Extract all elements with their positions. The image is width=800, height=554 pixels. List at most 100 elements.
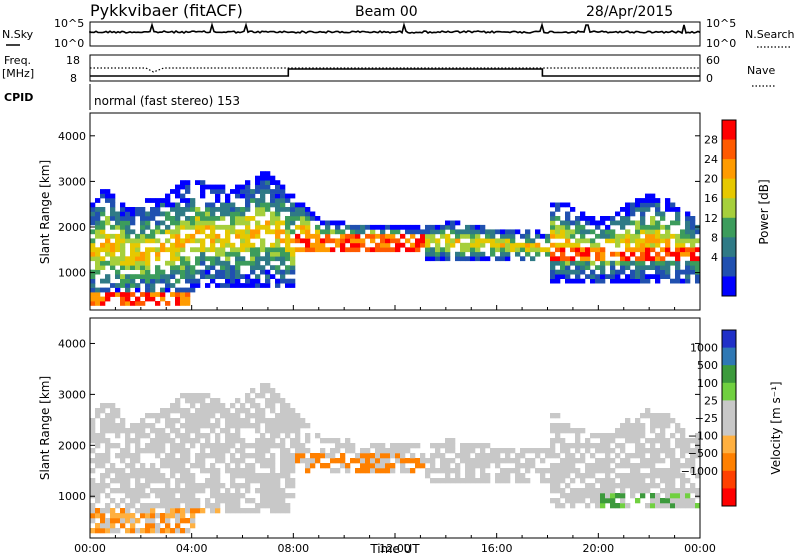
heatmap-cell [635,224,641,230]
heatmap-cell [645,224,651,230]
heatmap-cell [185,483,191,489]
heatmap-cell [235,398,241,404]
heatmap-cell [270,193,276,199]
heatmap-cell [235,233,241,239]
heatmap-cell [230,251,236,257]
heatmap-cell [455,238,461,244]
heatmap-cell [260,198,266,203]
heatmap-cell [655,229,661,235]
heatmap-cell [565,423,571,429]
heatmap-cell [110,443,116,449]
heatmap-cell [270,265,276,270]
heatmap-cell [550,428,556,434]
heatmap-cell [145,423,151,429]
heatmap-cell [280,468,286,474]
heatmap-cell [180,513,186,519]
heatmap-cell [155,468,161,474]
heatmap-cell [145,483,151,489]
heatmap-cell [235,251,241,257]
heatmap-cell [175,256,181,262]
heatmap-cell [235,428,241,434]
heatmap-cell [255,198,261,203]
heatmap-cell [640,473,646,479]
heatmap-cell [425,233,431,239]
heatmap-cell [135,478,141,484]
heatmap-cell [120,423,126,429]
colorbar-tick-label-5: 8 [711,231,718,244]
heatmap-cell [110,508,116,514]
heatmap-cell [190,488,196,494]
heatmap-cell [150,508,156,514]
heatmap-cell [190,418,196,424]
heatmap-cell [620,443,626,449]
heatmap-cell [170,251,176,257]
heatmap-cell [505,473,511,479]
heatmap-cell [390,247,396,253]
heatmap-cell [265,260,271,266]
heatmap-cell [675,463,681,469]
heatmap-cell [235,408,241,414]
heatmap-cell [340,229,346,235]
heatmap-cell [165,438,171,444]
heatmap-cell [625,202,631,208]
heatmap-cell [180,238,186,244]
heatmap-cell [200,260,206,266]
heatmap-cell [650,238,656,244]
heatmap-cell [105,438,111,444]
heatmap-cell [650,423,656,429]
heatmap-cell [685,211,691,217]
heatmap-cell [320,229,326,235]
heatmap-cell [470,233,476,239]
heatmap-cell [325,453,331,459]
heatmap-cell [230,503,236,509]
heatmap-cell [655,453,661,459]
heatmap-cell [165,418,171,424]
heatmap-cell [305,438,311,444]
heatmap-cell [285,283,291,288]
heatmap-cell [535,242,541,248]
heatmap-cell [130,473,136,479]
heatmap-cell [245,260,251,266]
heatmap-cell [205,220,211,226]
heatmap-cell [480,251,486,257]
heatmap-cell [380,453,386,459]
heatmap-cell [280,238,286,244]
heatmap-cell [175,189,181,194]
heatmap-cell [600,247,606,253]
heatmap-cell [660,413,666,419]
heatmap-cell [250,478,256,484]
colorbar-segment-4 [722,198,736,219]
heatmap-cell [645,242,651,248]
heatmap-cell [125,493,131,499]
heatmap-cell [565,238,571,244]
heatmap-cell [640,453,646,459]
heatmap-cell [475,233,481,239]
heatmap-cell [495,256,501,262]
heatmap-cell [135,453,141,459]
heatmap-cell [260,224,266,230]
heatmap-cell [645,202,651,208]
heatmap-cell [235,423,241,429]
heatmap-cell [125,238,131,244]
heatmap-cell [565,256,571,262]
heatmap-cell [530,242,536,248]
heatmap-cell [160,287,166,293]
heatmap-cell [460,448,466,454]
heatmap-cell [590,260,596,266]
heatmap-cell [610,433,616,439]
heatmap-cell [460,453,466,459]
heatmap-cell [135,260,141,266]
heatmap-cell [275,278,281,284]
heatmap-cell [575,251,581,257]
heatmap-cell [165,202,171,208]
heatmap-cell [260,478,266,484]
heatmap-cell [175,233,181,239]
heatmap-cell [100,301,106,306]
heatmap-cell [585,493,591,499]
heatmap-cell [295,433,301,439]
heatmap-cell [90,274,96,279]
x-tick-label-3: 12:00 [379,542,411,554]
heatmap-cell [665,247,671,253]
heatmap-cell [150,207,156,212]
